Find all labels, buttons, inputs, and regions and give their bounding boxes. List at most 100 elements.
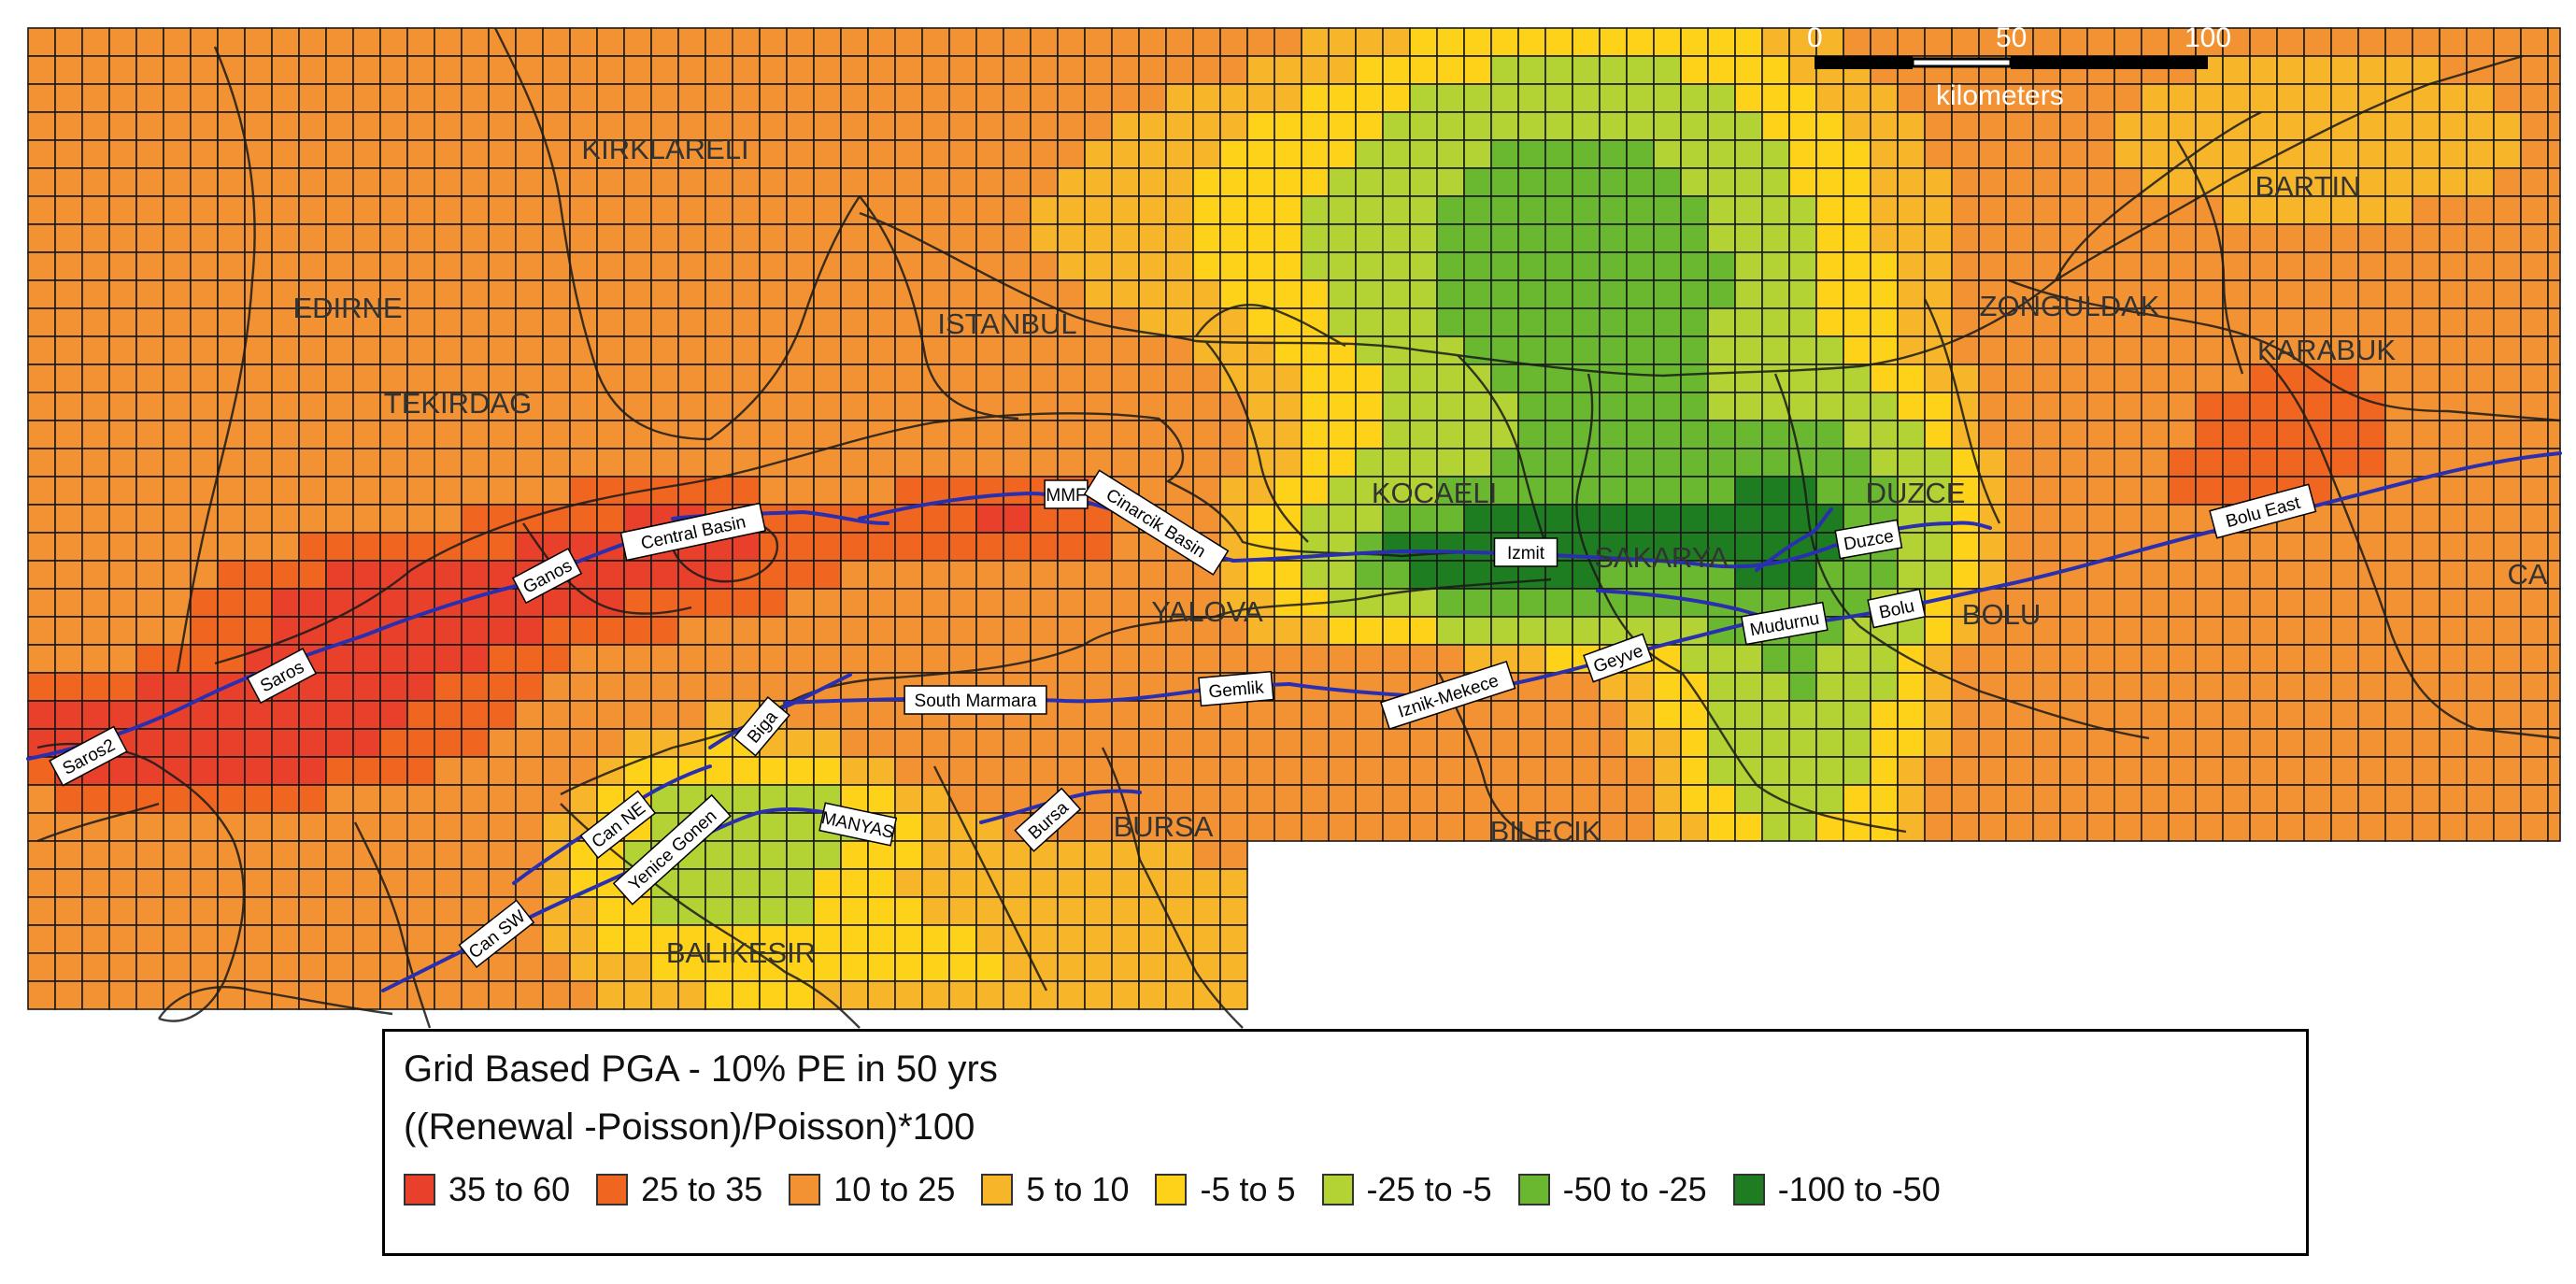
grid-cell	[542, 476, 571, 506]
grid-cell	[2168, 279, 2197, 309]
grid-cell	[1436, 251, 1465, 281]
grid-cell	[2276, 279, 2305, 309]
grid-cell	[2520, 504, 2549, 534]
grid-cell	[1680, 728, 1709, 758]
grid-cell	[1734, 448, 1763, 478]
grid-cell	[244, 896, 273, 926]
grid-cell	[759, 532, 788, 562]
grid-cell	[1843, 307, 1872, 337]
grid-cell	[244, 840, 273, 870]
grid-cell	[1843, 644, 1872, 674]
grid-cell	[1382, 812, 1411, 842]
grid-cell	[2439, 756, 2468, 786]
grid-cell	[2493, 364, 2522, 393]
grid-cell	[650, 896, 679, 926]
grid-cell	[515, 980, 544, 1010]
grid-cell	[190, 532, 219, 562]
grid-cell	[1192, 364, 1221, 393]
grid-cell	[27, 307, 56, 337]
grid-cell	[1761, 223, 1790, 253]
grid-cell	[379, 700, 408, 730]
grid-cell	[2412, 55, 2441, 85]
grid-cell	[1951, 616, 1980, 646]
grid-cell	[2249, 756, 2278, 786]
grid-cell	[108, 952, 137, 982]
grid-cell	[2276, 223, 2305, 253]
grid-cell	[1409, 728, 1438, 758]
grid-cell	[1409, 307, 1438, 337]
grid-cell	[975, 195, 1004, 225]
grid-cell	[650, 672, 679, 702]
grid-cell	[244, 111, 273, 141]
grid-cell	[542, 364, 571, 393]
grid-cell	[27, 223, 56, 253]
grid-cell	[2032, 532, 2061, 562]
grid-cell	[515, 644, 544, 674]
grid-cell	[2168, 756, 2197, 786]
grid-cell	[2113, 420, 2142, 449]
grid-cell	[1382, 195, 1411, 225]
grid-cell	[163, 924, 192, 954]
grid-cell	[1815, 335, 1844, 365]
grid-cell	[406, 195, 435, 225]
grid-cell	[163, 83, 192, 113]
grid-cell	[1815, 756, 1844, 786]
grid-cell	[759, 111, 788, 141]
grid-cell	[1788, 392, 1817, 421]
grid-cell	[1788, 307, 1817, 337]
grid-cell	[2032, 195, 2061, 225]
province-label-text: KARABUK	[2257, 334, 2396, 366]
grid-cell	[1490, 223, 1519, 253]
grid-cell	[840, 279, 869, 309]
grid-cell	[1517, 223, 1546, 253]
grid-cell	[2168, 111, 2197, 141]
grid-cell	[677, 448, 706, 478]
grid-cell	[1084, 868, 1113, 898]
grid-cell	[2412, 784, 2441, 814]
grid-cell	[1138, 560, 1167, 590]
grid-cell	[2195, 83, 2224, 113]
grid-cell	[1653, 55, 1682, 85]
grid-cell	[488, 840, 517, 870]
grid-cell	[2086, 420, 2115, 449]
grid-cell	[515, 756, 544, 786]
grid-cell	[2520, 307, 2549, 337]
grid-cell	[786, 27, 815, 57]
grid-cell	[623, 616, 652, 646]
grid-cell	[1165, 279, 1194, 309]
grid-cell	[515, 223, 544, 253]
grid-cell	[1897, 420, 1926, 449]
grid-cell	[1192, 728, 1221, 758]
grid-cell	[2493, 588, 2522, 618]
grid-cell	[921, 55, 950, 85]
grid-cell	[1572, 55, 1601, 85]
grid-cell	[1246, 728, 1275, 758]
grid-cell	[1544, 335, 1573, 365]
grid-cell	[1084, 27, 1113, 57]
grid-cell	[325, 335, 354, 365]
grid-cell	[786, 139, 815, 169]
grid-cell	[921, 952, 950, 982]
grid-cell	[244, 476, 273, 506]
grid-cell	[840, 840, 869, 870]
grid-cell	[840, 167, 869, 197]
grid-cell	[596, 279, 625, 309]
grid-cell	[650, 167, 679, 197]
grid-cell	[488, 980, 517, 1010]
grid-cell	[298, 560, 327, 590]
grid-cell	[1111, 335, 1140, 365]
grid-cell	[1951, 167, 1980, 197]
grid-cell	[975, 616, 1004, 646]
grid-cell	[27, 420, 56, 449]
grid-cell	[1057, 83, 1086, 113]
grid-cell	[2384, 504, 2413, 534]
grid-cell	[704, 644, 733, 674]
grid-cell	[1355, 83, 1384, 113]
grid-cell	[1707, 672, 1736, 702]
grid-cell	[1219, 27, 1248, 57]
grid-cell	[1924, 420, 1953, 449]
grid-cell	[1680, 784, 1709, 814]
grid-cell	[542, 420, 571, 449]
grid-cell	[1165, 448, 1194, 478]
grid-cell	[2303, 27, 2332, 57]
